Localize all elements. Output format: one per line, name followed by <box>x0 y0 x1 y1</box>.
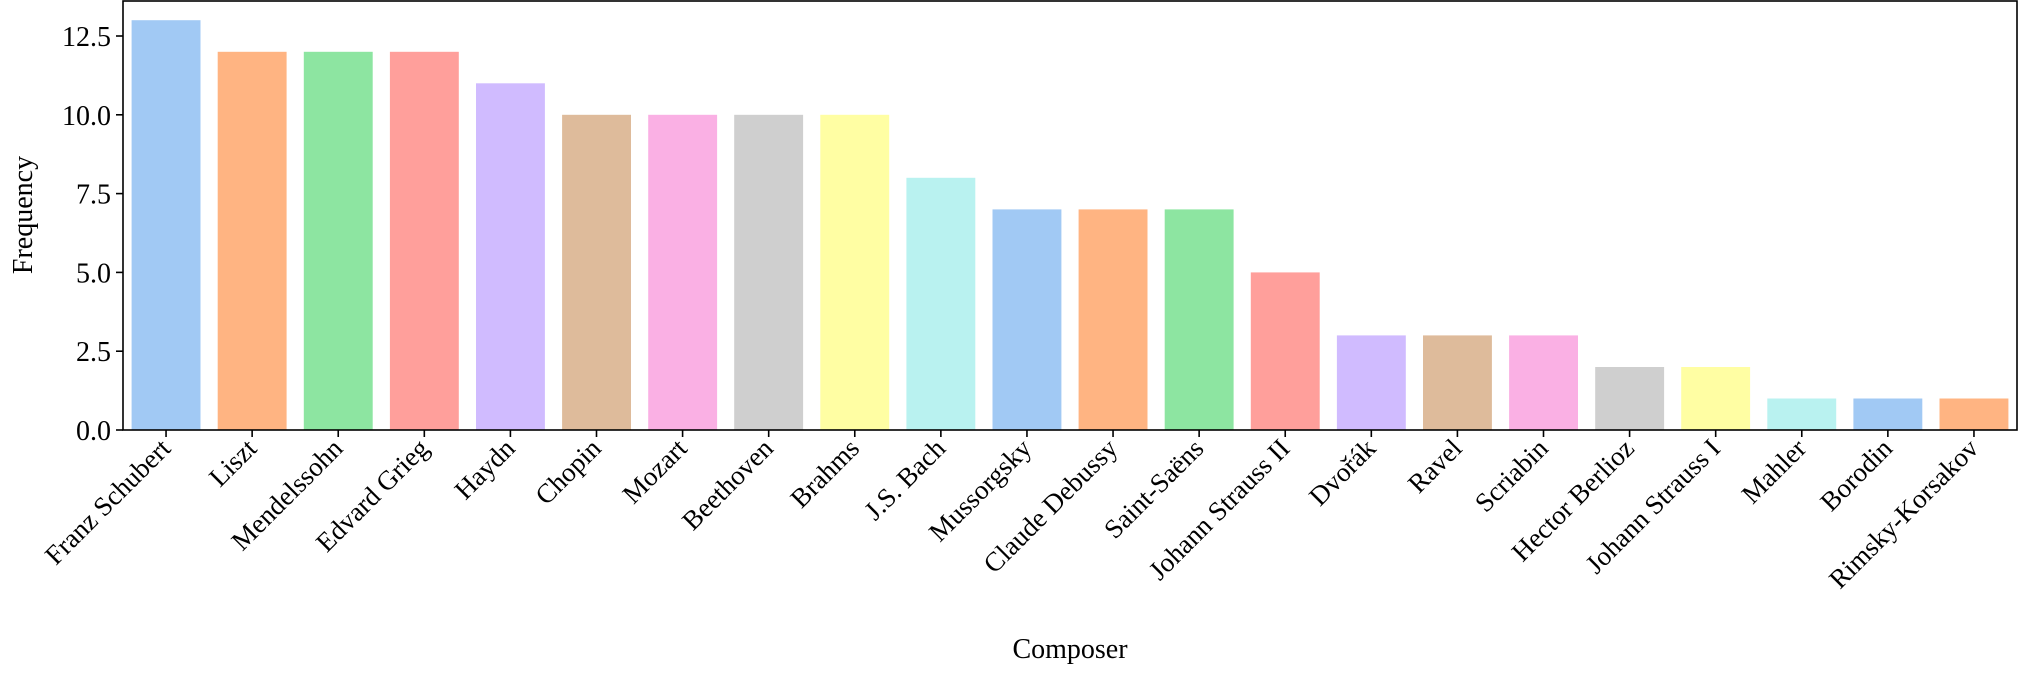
x-tick-label: Ravel <box>1402 433 1468 499</box>
x-tick-label: Mozart <box>616 433 693 510</box>
bar <box>1423 335 1492 430</box>
x-tick-label: Beethoven <box>676 433 779 536</box>
bar <box>1250 272 1320 430</box>
bar <box>906 177 976 430</box>
bar <box>1939 398 2009 430</box>
x-tick-label: Scriabin <box>1469 433 1554 518</box>
y-tick-label: 2.5 <box>76 337 111 368</box>
bar <box>1595 367 1665 430</box>
x-tick-label: Dvořák <box>1303 433 1382 512</box>
bars-group <box>131 20 2009 431</box>
bar <box>734 114 804 431</box>
bar <box>1853 398 1923 430</box>
x-axis-label: Composer <box>1012 634 1128 665</box>
y-tick-label: 12.5 <box>62 22 111 53</box>
bar <box>1336 335 1406 430</box>
x-tick-label: Mahler <box>1736 433 1812 509</box>
bar <box>992 209 1062 430</box>
bar <box>562 114 631 431</box>
x-tick-label: Franz Schubert <box>39 433 177 571</box>
y-tick-label: 0.0 <box>76 416 111 447</box>
x-tick-label: Borodin <box>1814 433 1898 517</box>
x-tick-label: Rimsky-Korsakov <box>1823 433 1985 595</box>
bar <box>1767 398 1837 430</box>
bar <box>820 114 890 431</box>
bar <box>1509 335 1578 430</box>
bar <box>476 83 545 431</box>
bar <box>1164 209 1234 430</box>
bar <box>217 51 287 431</box>
y-tick-label: 5.0 <box>76 258 111 289</box>
x-tick-label: Brahms <box>784 433 865 514</box>
y-axis-ticks: 0.0 2.5 5.0 7.5 10.0 12.5 <box>62 22 123 447</box>
bar <box>1078 209 1148 430</box>
plot-frame <box>122 0 2018 431</box>
x-tick-label: Haydn <box>449 433 521 505</box>
bar <box>389 51 459 431</box>
bar <box>131 20 201 430</box>
y-tick-label: 7.5 <box>76 180 111 211</box>
y-tick-label: 10.0 <box>62 101 111 132</box>
bar <box>648 114 718 431</box>
bar <box>1681 367 1751 430</box>
x-tick-label: Chopin <box>529 433 607 511</box>
bar <box>303 51 373 431</box>
x-tick-label: Liszt <box>203 433 263 493</box>
y-axis-label: Frequency <box>8 156 39 274</box>
